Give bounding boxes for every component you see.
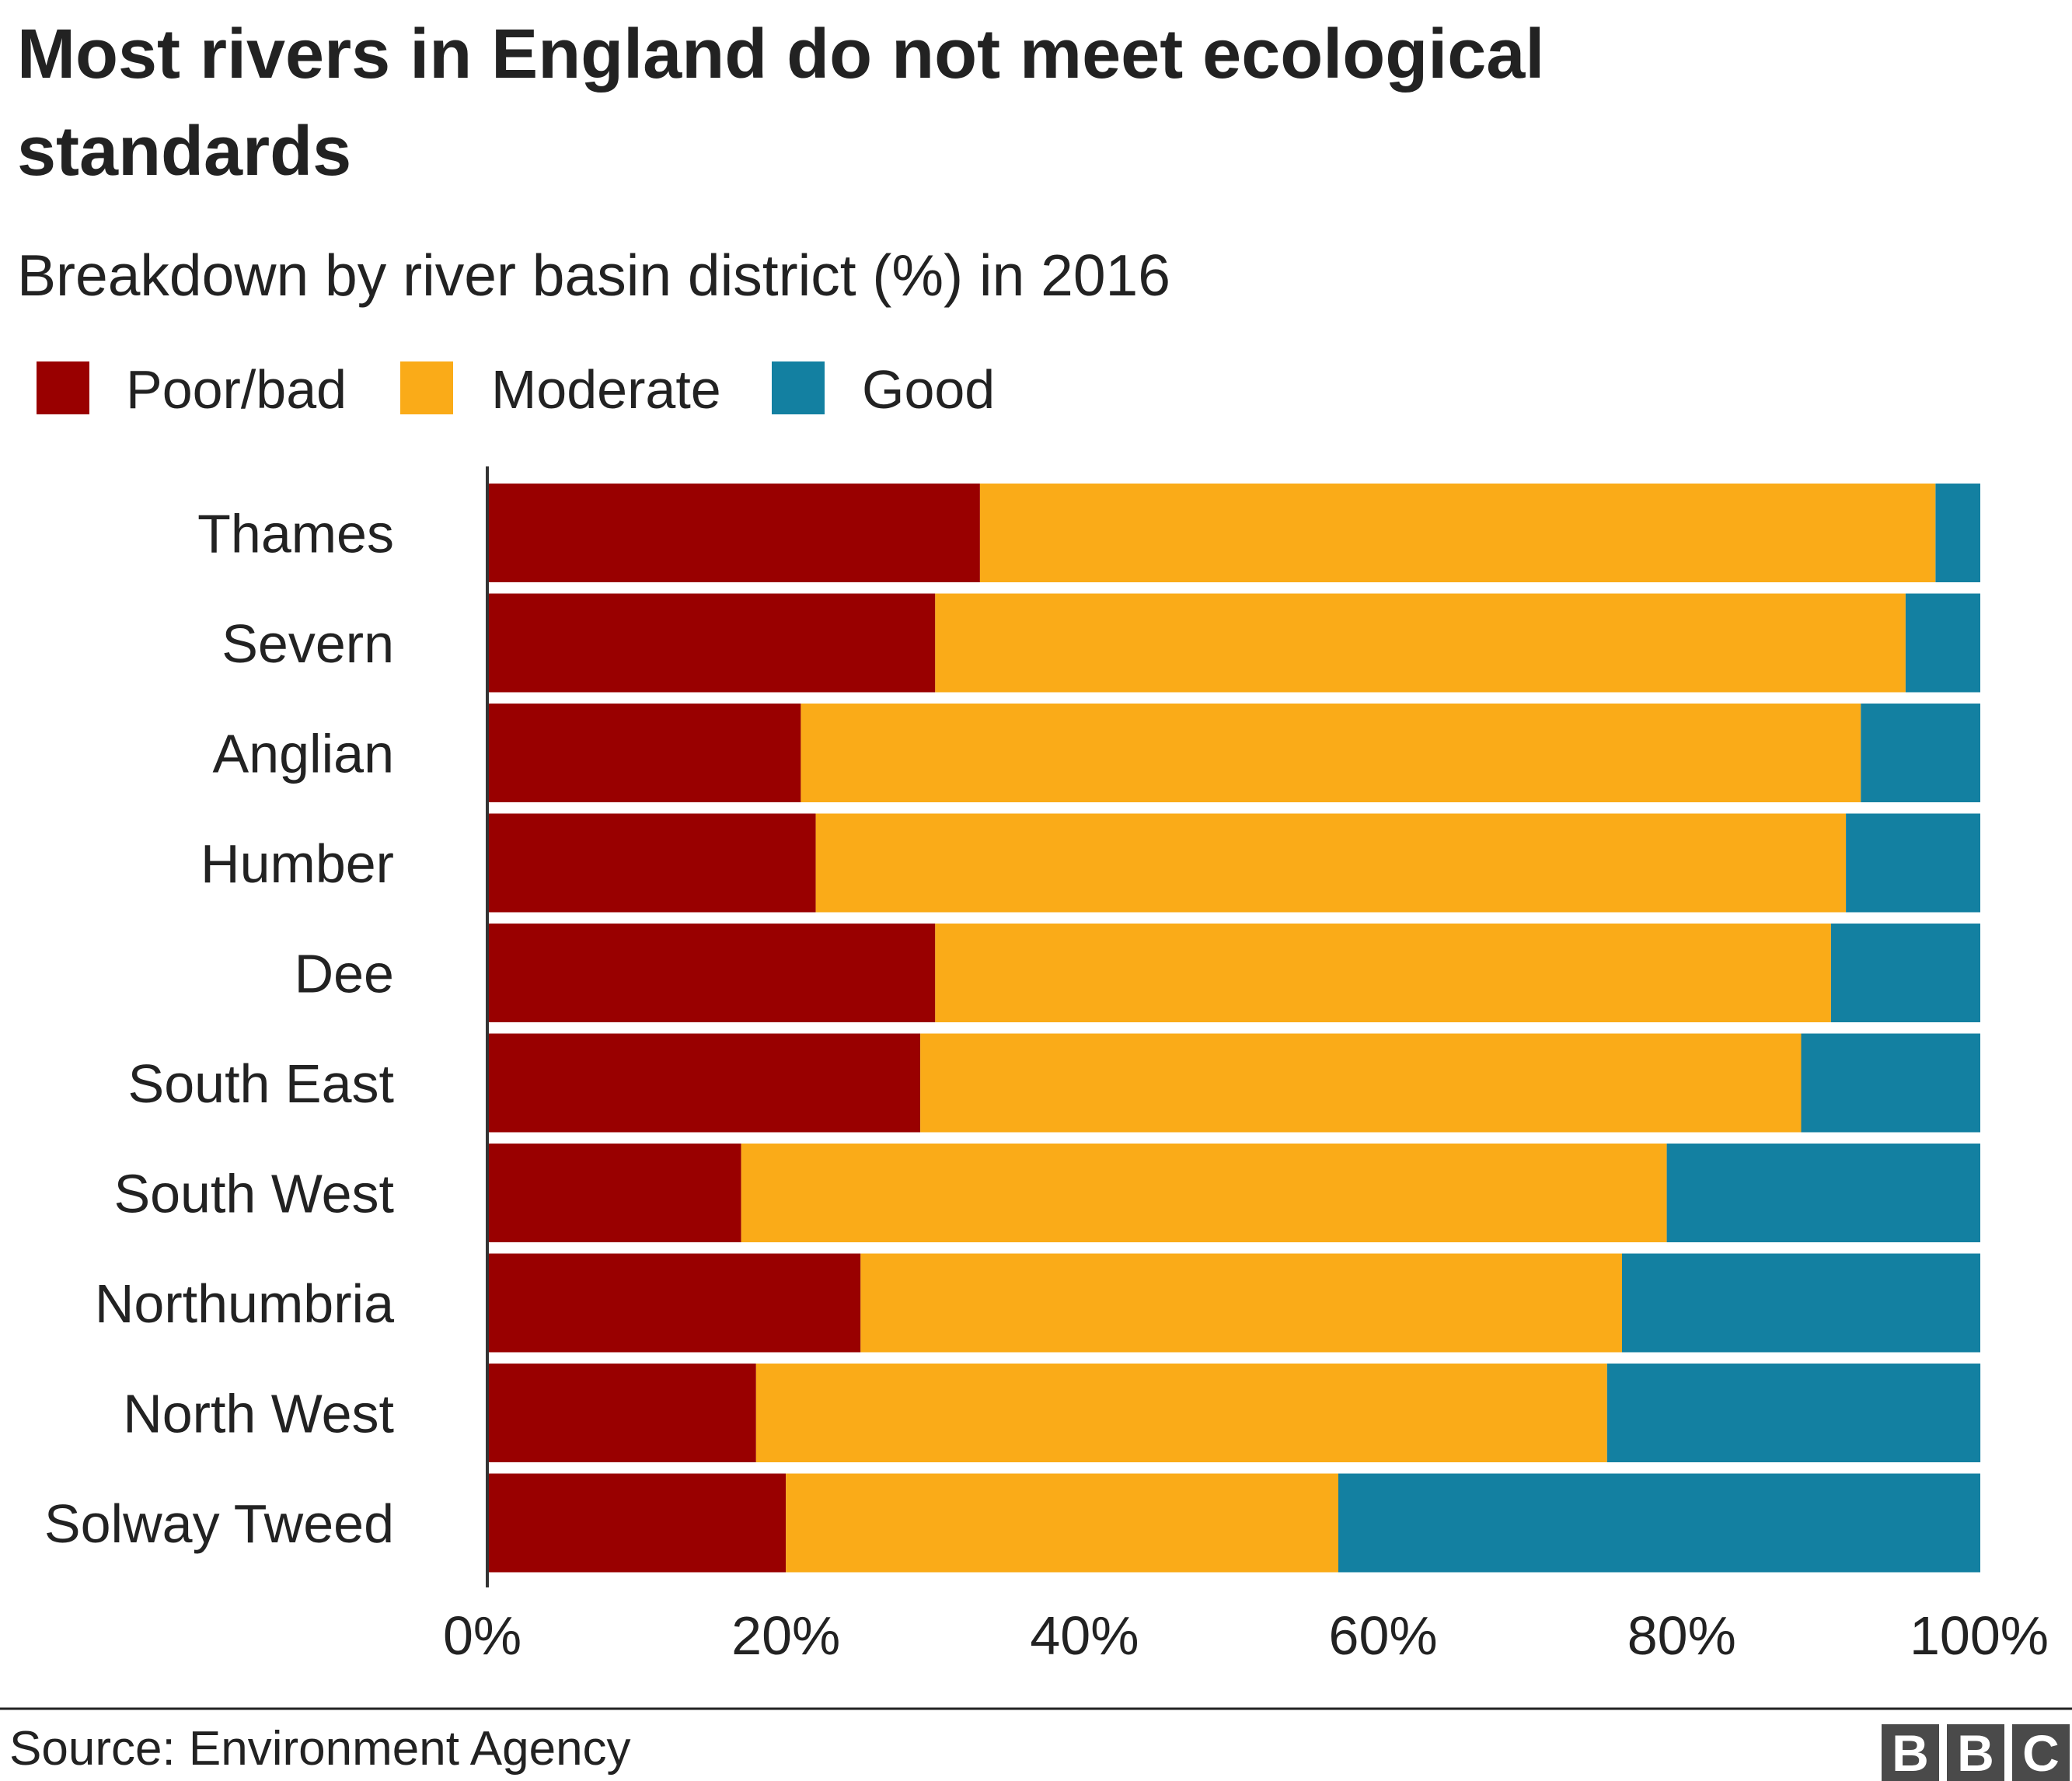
bar-north-west-moderate [755, 1364, 1607, 1462]
bar-south-west-good [1666, 1144, 1980, 1242]
category-label-south-west: South West [113, 1164, 394, 1224]
x-axis-ticks: 0% 20% 40% 60% 80% 100% [443, 1605, 2049, 1666]
category-labels: Thames Severn Anglian Humber Dee South East So… [44, 504, 394, 1555]
bbc-logo-letter-2: B [1957, 1724, 1994, 1781]
chart-title-line-1: Most rivers in England do not meet ecolo… [17, 16, 1544, 93]
bar-south-east-moderate [920, 1033, 1802, 1133]
legend-label-moderate: Moderate [491, 359, 721, 420]
category-label-anglian: Anglian [212, 724, 394, 784]
bar-severn-moderate [935, 593, 1906, 693]
bar-severn-poor-bad [487, 593, 936, 693]
category-label-south-east: South East [128, 1053, 394, 1114]
bbc-logo-letter-1: B [1892, 1724, 1929, 1781]
bar-northumbria-poor-bad [487, 1253, 861, 1353]
bar-thames-poor-bad [487, 484, 980, 582]
bar-severn-good [1905, 593, 1980, 693]
bar-north-west-good [1606, 1364, 1981, 1462]
chart-subtitle: Breakdown by river basin district (%) in… [17, 243, 1170, 308]
category-label-north-west: North West [123, 1384, 394, 1444]
bar-solway-tweed-poor-bad [487, 1473, 787, 1573]
category-label-severn: Severn [222, 613, 394, 674]
legend: Poor/bad Moderate Good [37, 359, 995, 420]
bar-dee-poor-bad [487, 924, 936, 1022]
bar-solway-tweed-good [1338, 1473, 1980, 1573]
x-tick-label-100: 100% [1910, 1605, 2049, 1666]
legend-swatch-poor-bad [37, 361, 89, 414]
x-tick-label-20: 20% [731, 1605, 840, 1666]
legend-swatch-good [772, 361, 825, 414]
bar-anglian-moderate [801, 704, 1861, 802]
x-tick-label-0: 0% [443, 1605, 521, 1666]
bar-south-west-poor-bad [487, 1144, 741, 1242]
bar-anglian-good [1861, 704, 1980, 802]
bar-south-east-poor-bad [487, 1033, 921, 1133]
bar-humber-poor-bad [487, 813, 816, 913]
bar-solway-tweed-moderate [786, 1473, 1338, 1573]
bar-south-west-moderate [741, 1144, 1667, 1242]
category-label-northumbria: Northumbria [95, 1273, 394, 1334]
category-label-dee: Dee [295, 944, 394, 1004]
bbc-logo-block-2 [1947, 1724, 2004, 1781]
bar-thames-moderate [979, 484, 1936, 582]
source-note: Source: Environment Agency [9, 1722, 631, 1776]
category-label-humber: Humber [201, 833, 394, 894]
bbc-logo-block-1 [1882, 1724, 1939, 1781]
bar-north-west-poor-bad [487, 1364, 756, 1462]
x-tick-label-80: 80% [1627, 1605, 1736, 1666]
bbc-logo-block-3 [2012, 1724, 2070, 1781]
chart-title-line-2: standards [17, 113, 351, 190]
bar-anglian-poor-bad [487, 704, 801, 802]
category-label-solway-tweed: Solway Tweed [44, 1493, 394, 1554]
bars [487, 484, 1981, 1573]
bar-south-east-good [1801, 1033, 1980, 1133]
legend-swatch-moderate [400, 361, 453, 414]
bar-northumbria-moderate [860, 1253, 1622, 1353]
x-tick-label-40: 40% [1030, 1605, 1139, 1666]
legend-label-poor-bad: Poor/bad [126, 359, 347, 420]
x-tick-label-60: 60% [1329, 1605, 1438, 1666]
bar-humber-good [1846, 813, 1980, 913]
bar-dee-moderate [935, 924, 1831, 1022]
bar-dee-good [1830, 924, 1980, 1022]
bar-humber-moderate [815, 813, 1847, 913]
legend-label-good: Good [862, 359, 995, 420]
bar-northumbria-good [1622, 1253, 1980, 1353]
bar-thames-good [1935, 484, 1980, 582]
category-label-thames: Thames [197, 504, 394, 564]
bbc-logo-letter-3: C [2022, 1724, 2060, 1781]
